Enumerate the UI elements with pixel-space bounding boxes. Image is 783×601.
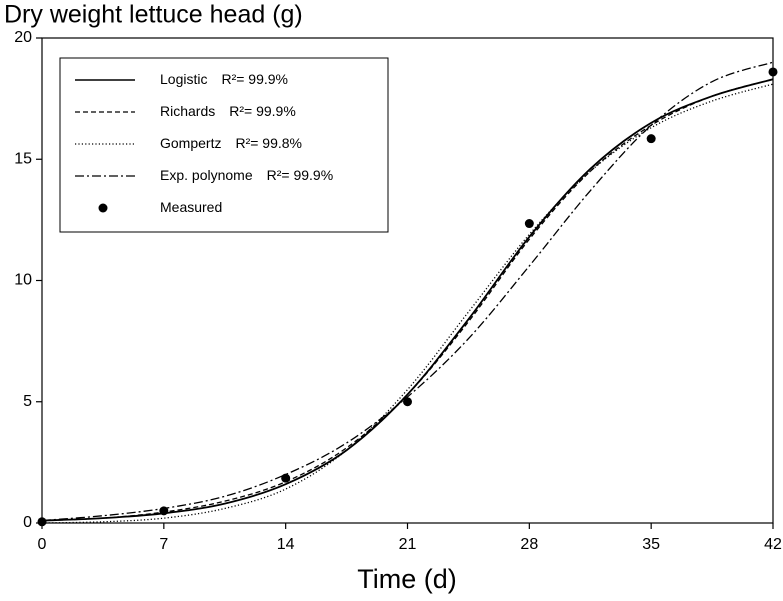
y-tick-label: 15 (14, 150, 32, 167)
legend-r-squared: R²= 99.9% (267, 167, 334, 183)
data-point (159, 506, 169, 516)
x-tick-label: 0 (38, 536, 47, 553)
legend-r-squared: R²= 99.9% (221, 71, 288, 87)
x-tick-label: 14 (277, 536, 295, 553)
data-point (37, 517, 47, 527)
legend-name: Gompertz (160, 135, 221, 151)
x-tick-label: 21 (399, 536, 417, 553)
legend-name: Exp. polynome (160, 167, 253, 183)
data-point (403, 397, 412, 407)
x-tick-label: 7 (159, 536, 168, 553)
y-tick-label: 0 (23, 514, 32, 531)
data-point (646, 134, 656, 144)
legend-label: Gompertz R²= 99.8% (160, 135, 302, 151)
y-tick-label: 5 (23, 393, 32, 410)
y-tick-label: 10 (14, 272, 32, 289)
legend-label: Measured (160, 199, 222, 215)
legend-r-squared: R²= 99.9% (229, 103, 296, 119)
legend-name: Richards (160, 103, 215, 119)
chart-title: Dry weight lettuce head (g) (4, 1, 303, 29)
legend-marker (98, 203, 108, 213)
series-line (41, 61, 774, 522)
series-line (41, 78, 774, 522)
series-line (41, 83, 774, 524)
data-point (768, 67, 778, 77)
legend-name: Logistic (160, 71, 207, 87)
legend-label: Exp. polynome R²= 99.9% (160, 167, 333, 183)
x-tick-label: 28 (520, 536, 538, 553)
x-tick-label: 42 (764, 536, 782, 553)
legend-label: Logistic R²= 99.9% (160, 71, 288, 87)
data-point (524, 219, 534, 229)
legend-box (59, 57, 389, 233)
legend-name: Measured (160, 199, 222, 215)
x-axis-label: Time (d) (357, 564, 457, 594)
legend-label: Richards R²= 99.9% (160, 103, 296, 119)
x-tick-label: 35 (642, 536, 660, 553)
legend-r-squared: R²= 99.8% (235, 135, 302, 151)
data-point (281, 473, 291, 483)
y-tick-label: 20 (14, 29, 32, 46)
